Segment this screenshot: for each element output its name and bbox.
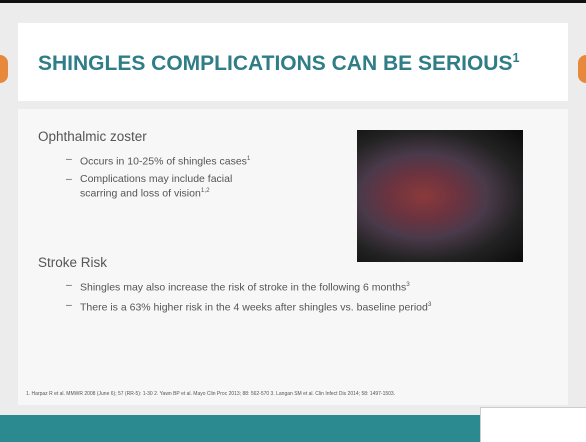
corner-box [480,407,586,442]
dash: – [66,279,72,291]
bullet: There is a 63% higher risk in the 4 week… [80,299,560,314]
section-heading: Stroke Risk [38,255,107,270]
dash: – [66,153,72,165]
references: 1. Harpaz R et al. MMWR 2008 (June 6); 5… [26,391,466,397]
photo [357,130,523,262]
bullet: Shingles may also increase the risk of s… [80,279,560,294]
tab [0,55,8,83]
tab [578,55,586,83]
bullet: Occurs in 10-25% of shingles cases1 [80,153,280,168]
dash: – [66,299,72,311]
section-heading: Ophthalmic zoster [38,129,147,144]
title: SHINGLES COMPLICATIONS CAN BE SERIOUS1 [38,51,520,76]
bullet: Complications may include facial scarrin… [80,173,270,200]
dash: – [66,173,72,185]
slide: SHINGLES COMPLICATIONS CAN BE SERIOUS1 O… [0,0,586,442]
